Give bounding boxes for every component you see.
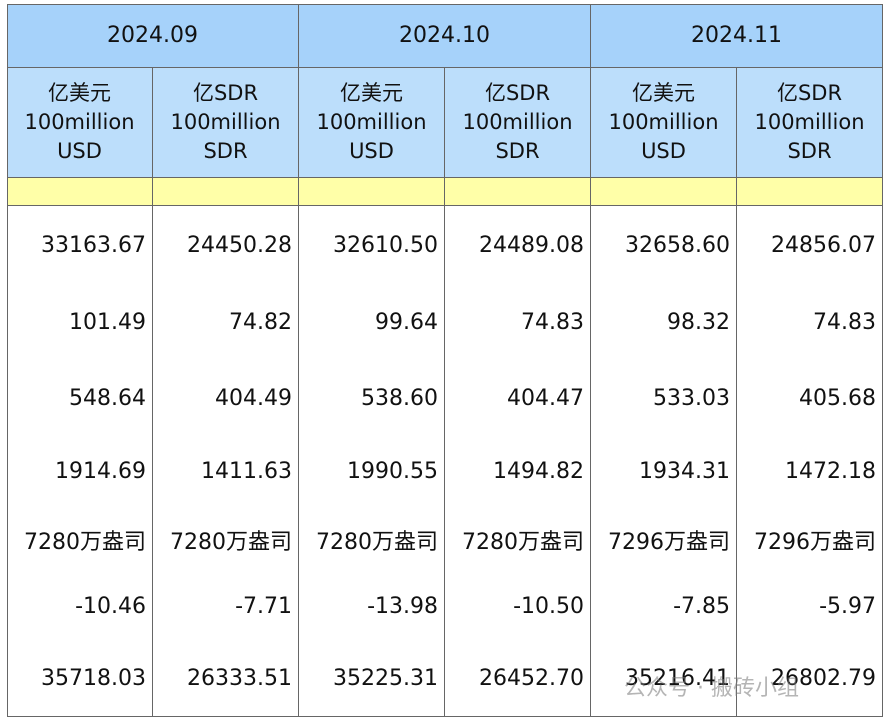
- data-cell: -7.85: [591, 572, 737, 640]
- unit-header: 亿美元 100million USD: [299, 68, 445, 178]
- unit-line: SDR: [495, 139, 540, 163]
- data-cell: 7280万盎司: [445, 507, 591, 572]
- unit-line: 亿SDR: [192, 81, 259, 105]
- data-cell: 26802.79: [737, 640, 883, 717]
- period-header: 2024.11: [591, 4, 883, 68]
- data-cell: 35216.41: [591, 640, 737, 717]
- unit-line: 亿SDR: [484, 81, 551, 105]
- data-cell: 24856.07: [737, 206, 883, 284]
- data-cell: 7280万盎司: [299, 507, 445, 572]
- unit-line: 亿SDR: [776, 81, 843, 105]
- data-cell: 74.83: [445, 284, 591, 360]
- data-cell: 404.47: [445, 360, 591, 436]
- unit-line: 亿美元: [340, 81, 403, 105]
- data-cell: 35225.31: [299, 640, 445, 717]
- unit-line: 亿美元: [48, 81, 111, 105]
- data-cell: -10.46: [7, 572, 153, 640]
- unit-line: 100million: [170, 110, 281, 134]
- unit-line: USD: [349, 139, 394, 163]
- unit-line: SDR: [787, 139, 832, 163]
- data-cell: 1472.18: [737, 436, 883, 507]
- data-cell: 1411.63: [153, 436, 299, 507]
- data-cell: 74.83: [737, 284, 883, 360]
- data-cell: 1934.31: [591, 436, 737, 507]
- unit-header: 亿SDR 100million SDR: [445, 68, 591, 178]
- data-cell: 1914.69: [7, 436, 153, 507]
- data-cell: 405.68: [737, 360, 883, 436]
- unit-header: 亿SDR 100million SDR: [737, 68, 883, 178]
- spacer-cell: [153, 178, 299, 206]
- unit-line: 100million: [462, 110, 573, 134]
- unit-line: SDR: [203, 139, 248, 163]
- data-cell: 98.32: [591, 284, 737, 360]
- unit-line: USD: [641, 139, 686, 163]
- data-cell: 1494.82: [445, 436, 591, 507]
- period-header: 2024.09: [7, 4, 299, 68]
- data-cell: 7296万盎司: [737, 507, 883, 572]
- spacer-cell: [299, 178, 445, 206]
- unit-line: 100million: [316, 110, 427, 134]
- data-cell: 101.49: [7, 284, 153, 360]
- data-cell: 7296万盎司: [591, 507, 737, 572]
- data-cell: 1990.55: [299, 436, 445, 507]
- data-cell: 32610.50: [299, 206, 445, 284]
- data-cell: -10.50: [445, 572, 591, 640]
- unit-line: 100million: [24, 110, 135, 134]
- spacer-cell: [737, 178, 883, 206]
- data-cell: 99.64: [299, 284, 445, 360]
- period-header: 2024.10: [299, 4, 591, 68]
- unit-line: 100million: [608, 110, 719, 134]
- data-cell: 24489.08: [445, 206, 591, 284]
- data-cell: 7280万盎司: [153, 507, 299, 572]
- unit-line: 亿美元: [632, 81, 695, 105]
- data-cell: 538.60: [299, 360, 445, 436]
- unit-line: 100million: [754, 110, 865, 134]
- spacer-cell: [7, 178, 153, 206]
- data-cell: 32658.60: [591, 206, 737, 284]
- spacer-cell: [445, 178, 591, 206]
- data-cell: -5.97: [737, 572, 883, 640]
- unit-header: 亿美元 100million USD: [7, 68, 153, 178]
- spacer-cell: [591, 178, 737, 206]
- data-cell: 533.03: [591, 360, 737, 436]
- data-cell: 24450.28: [153, 206, 299, 284]
- unit-header: 亿美元 100million USD: [591, 68, 737, 178]
- data-cell: 7280万盎司: [7, 507, 153, 572]
- watermark: 公众号 · 搬砖小组: [624, 676, 799, 701]
- data-cell: 548.64: [7, 360, 153, 436]
- data-cell: 404.49: [153, 360, 299, 436]
- data-cell: -13.98: [299, 572, 445, 640]
- data-cell: 26333.51: [153, 640, 299, 717]
- data-cell: -7.71: [153, 572, 299, 640]
- data-cell: 74.82: [153, 284, 299, 360]
- data-cell: 26452.70: [445, 640, 591, 717]
- data-cell: 35718.03: [7, 640, 153, 717]
- unit-header: 亿SDR 100million SDR: [153, 68, 299, 178]
- unit-line: USD: [57, 139, 102, 163]
- data-cell: 33163.67: [7, 206, 153, 284]
